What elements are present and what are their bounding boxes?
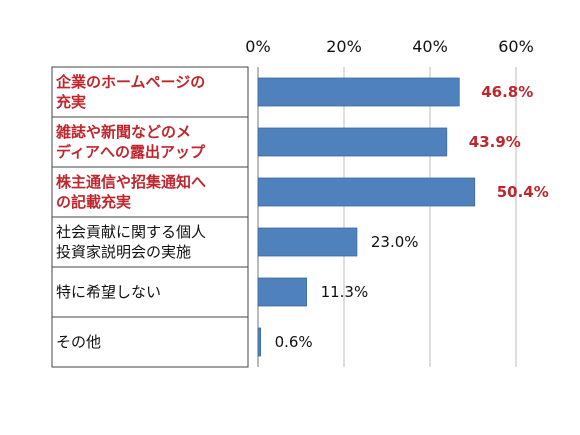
bar-5: [257, 277, 307, 307]
category-label-4-line-2: 投資家説明会の実施: [56, 243, 191, 261]
category-label-1-line-1: 企業のホームページの: [55, 73, 205, 91]
bar-4: [257, 227, 358, 257]
bar-3: [257, 177, 476, 207]
tick-label-0: 0%: [245, 37, 270, 56]
value-label-1: 46.8%: [481, 83, 533, 101]
tick-label-60: 60%: [498, 37, 534, 56]
value-label-3: 50.4%: [497, 183, 549, 201]
category-label-2-line-2: ディアへの露出アップ: [56, 143, 206, 161]
category-label-3-line-2: の記載充実: [56, 193, 131, 211]
bar-1: [257, 77, 460, 107]
value-label-5: 11.3%: [321, 283, 369, 301]
value-label-2: 43.9%: [469, 133, 521, 151]
tick-label-40: 40%: [412, 37, 448, 56]
bar-6: [257, 327, 261, 357]
value-label-6: 0.6%: [275, 333, 313, 351]
category-label-6: その他: [56, 333, 101, 351]
bar-2: [257, 127, 448, 157]
category-label-5: 特に希望しない: [56, 283, 161, 301]
category-label-2-line-1: 雑誌や新聞などのメ: [55, 123, 191, 141]
category-label-1-line-2: 充実: [56, 93, 86, 111]
category-label-3-line-1: 株主通信や招集通知へ: [56, 173, 206, 191]
category-label-4-line-1: 社会貢献に関する個人: [56, 223, 206, 241]
tick-label-20: 20%: [326, 37, 362, 56]
value-label-4: 23.0%: [371, 233, 419, 251]
